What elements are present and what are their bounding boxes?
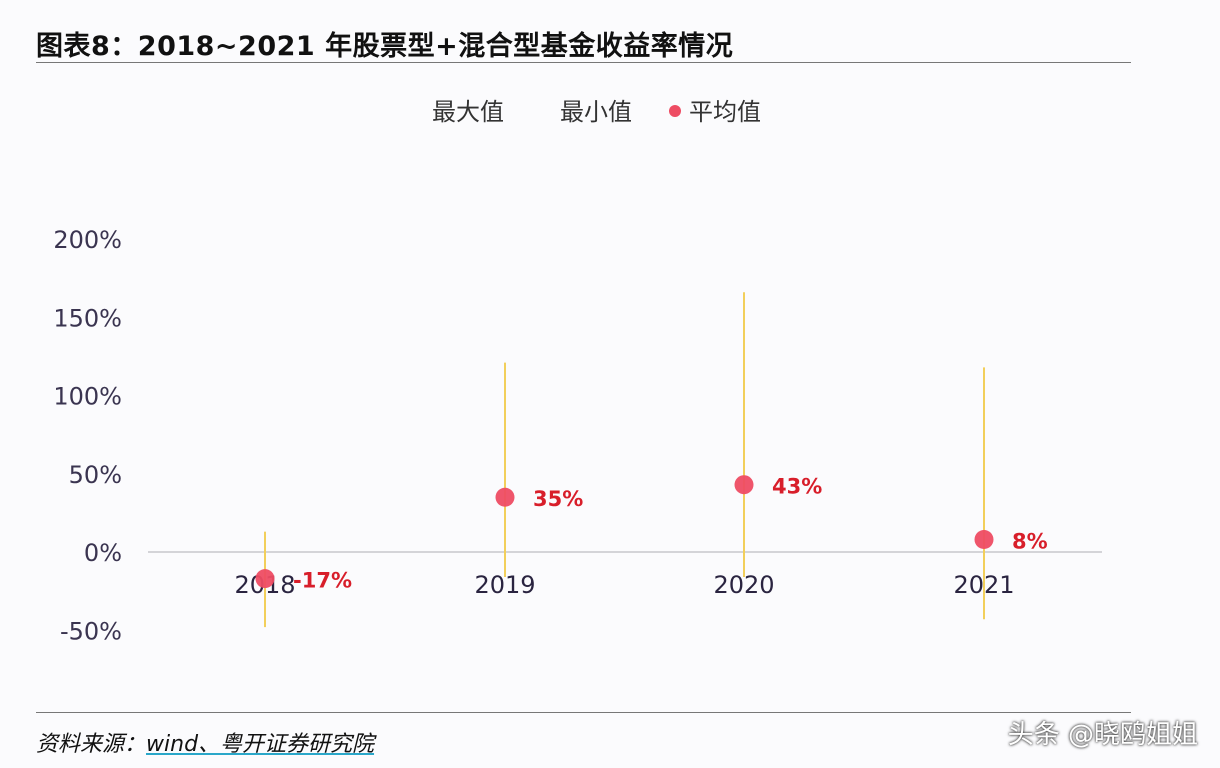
y-tick-label: 50% [69, 461, 122, 489]
source-prefix: 资料来源： [36, 732, 147, 757]
legend-avg: 平均值 [689, 98, 761, 126]
y-tick-label: 200% [53, 226, 122, 254]
bottom-divider [36, 712, 1131, 713]
legend: 最大值 最小值 平均值 [432, 98, 761, 126]
data-label-2021: 8% [1012, 529, 1048, 553]
source-note: 资料来源：wind、粤开证券研究院 [36, 726, 374, 758]
top-divider [36, 62, 1131, 63]
y-tick-label: -50% [60, 617, 122, 645]
y-tick-label: 100% [53, 383, 122, 411]
avg-point-2018 [255, 569, 275, 589]
legend-min: 最小值 [560, 98, 632, 126]
source-text: wind、粤开证券研究院 [146, 732, 375, 757]
avg-point-2021 [974, 529, 994, 549]
y-tick-label: 0% [84, 539, 122, 567]
legend-max: 最大值 [432, 98, 504, 126]
y-tick-label: 150% [53, 304, 122, 332]
chart-title: 图表8：2018~2021 年股票型+混合型基金收益率情况 [36, 31, 734, 62]
data-label-2020: 43% [772, 475, 822, 499]
data-label-2018: -17% [293, 569, 352, 593]
watermark: 头条 @晓鸥姐姐 [1007, 720, 1198, 750]
avg-point-2020 [734, 475, 754, 495]
avg-point-2019 [495, 487, 515, 507]
legend-avg-marker [669, 105, 681, 117]
data-label-2019: 35% [533, 487, 583, 511]
